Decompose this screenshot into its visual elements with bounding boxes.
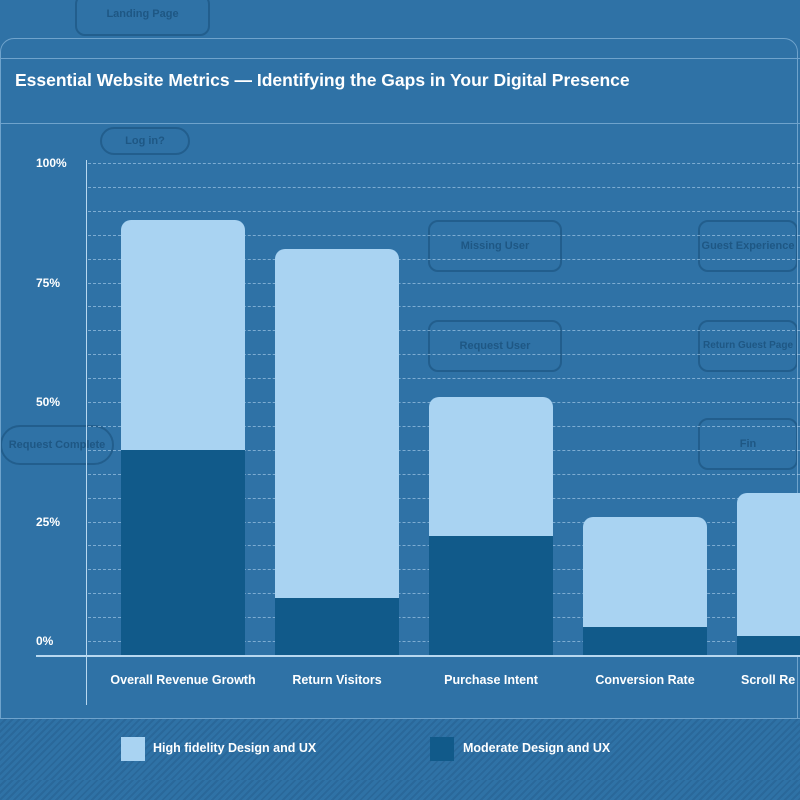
y-tick-label: 25% [36,514,61,529]
gridline [88,258,800,260]
panel-frame [0,38,798,780]
x-tick-label: Return Visitors [292,673,382,687]
bg-flow-box: Request Complete [0,425,114,465]
footer-band [0,780,800,800]
gridline [88,163,800,164]
y-tick-label: 0% [36,634,54,648]
x-tick-label: Scroll Re [741,673,796,687]
bar-high-fidelity [737,492,800,655]
bg-flow-box: Landing Page [75,0,210,36]
gridline [88,330,800,332]
legend-label-moderate: Moderate Design and UX [463,741,611,755]
bar-moderate [737,636,800,655]
y-axis [86,160,87,705]
x-tick-label: Purchase Intent [444,673,538,687]
y-tick-label: 75% [36,275,61,290]
legend-label-high-fidelity: High fidelity Design and UX [153,741,317,755]
legend-swatch-high-fidelity [121,737,145,761]
x-tick-label: Conversion Rate [595,673,695,687]
bar-moderate [121,449,245,655]
legend [0,718,800,780]
gridline [88,306,800,308]
gridline [88,282,800,284]
x-axis [36,655,800,657]
gridline [88,378,800,380]
gridline [88,210,800,212]
bg-flow-box: Log in? [100,127,190,155]
title-bar [0,58,800,124]
legend-swatch-moderate [430,737,454,761]
bar-moderate [275,597,399,655]
y-tick-label: 100% [36,156,67,170]
gridline [88,186,800,188]
bg-flow-box: Request User [428,320,562,372]
y-tick-label: 50% [36,395,61,409]
bar-moderate [583,626,707,655]
bar-moderate [429,535,553,655]
x-tick-label: Overall Revenue Growth [110,673,256,687]
chart-title: Essential Website Metrics — Identifying … [15,70,630,90]
gridline [88,354,800,356]
gridline [88,234,800,236]
bg-flow-box: Missing User [428,220,562,272]
bar-high-fidelity [275,249,399,655]
